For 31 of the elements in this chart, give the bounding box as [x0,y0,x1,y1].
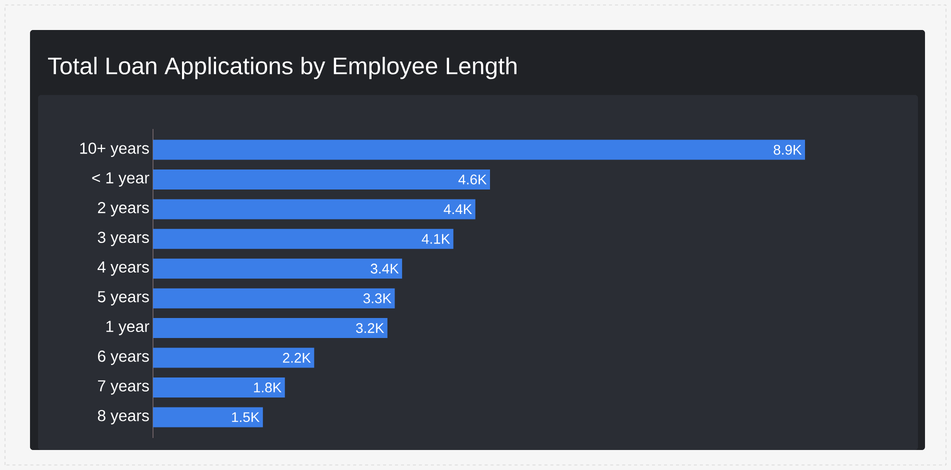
bar [153,348,314,368]
y-tick-label: 10+ years [80,142,149,158]
data-label: 8.9K [774,144,802,155]
data-label: 3.3K [363,293,392,304]
data-label: 1.5K [232,412,260,422]
chart-title: Total Loan Applications by Employee Length [48,56,516,80]
data-label: 4.6K [458,174,487,184]
y-tick-label: < 1 year [92,172,150,187]
y-tick-label: 4 years [98,261,149,276]
y-tick-label: 5 years [98,291,149,306]
bar [153,199,476,220]
data-label: 4.4K [444,204,472,214]
bar [153,169,490,190]
data-label: 3.4K [370,264,399,274]
y-tick-label: 3 years [98,232,149,246]
y-tick-label: 8 years [98,410,149,424]
y-tick-label: 2 years [98,202,149,216]
y-tick-label: 7 years [98,380,149,395]
data-label: 3.2K [356,323,384,333]
y-tick-label: 6 years [98,350,149,365]
data-label: 2.2K [282,352,311,363]
bar [153,288,395,308]
bar [153,318,388,338]
bar [153,228,454,249]
bar [153,258,402,279]
bar [153,140,806,160]
y-tick-label: 1 year [106,320,150,336]
bar [153,377,285,398]
bar [153,407,263,428]
data-label: 4.1K [422,234,450,244]
data-label: 1.8K [254,382,282,392]
